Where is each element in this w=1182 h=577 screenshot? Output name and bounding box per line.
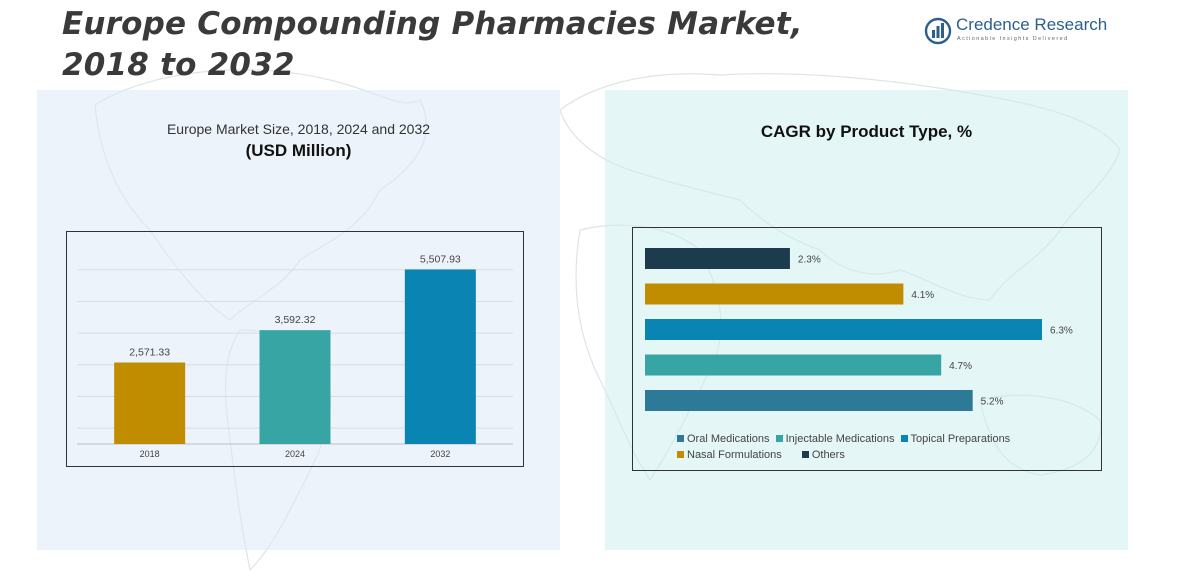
legend-row: Nasal Formulations Others — [677, 449, 1097, 465]
hbar-value-label: 4.7% — [949, 361, 972, 372]
bar-2024 — [259, 330, 331, 444]
cagr-subtitle: CAGR by Product Type, % — [760, 122, 973, 141]
legend-swatch — [775, 435, 783, 442]
legend-row: Oral Medications Injectable Medications … — [677, 433, 1097, 449]
credence-logo-icon — [924, 17, 952, 45]
brand-name: Credence Research — [956, 15, 1108, 34]
cagr-chart-frame: 2.3% 4.1% 6.3% 4.7% 5.2% Oral Medications In… — [632, 227, 1102, 471]
x-tick-label: 2024 — [285, 449, 305, 459]
hbar-value-label: 5.2% — [981, 397, 1004, 408]
hbar-topical-preparations — [645, 319, 1042, 340]
market-size-subtitle: Europe Market Size, 2018, 2024 and 2032 — [166, 121, 431, 137]
x-tick-label: 2032 — [430, 449, 450, 459]
cagr-horizontal-bar-chart: 2.3% 4.1% 6.3% 4.7% 5.2% — [645, 248, 1073, 411]
hbar-others — [645, 248, 790, 269]
legend-swatch — [677, 435, 684, 442]
hbar-oral-medications — [645, 390, 973, 411]
legend-item-others: Others — [801, 449, 845, 461]
legend-swatch — [801, 451, 809, 458]
hbar-value-label: 6.3% — [1050, 326, 1073, 337]
hbar-injectable-medications — [645, 354, 942, 376]
market-size-panel: Europe Market Size, 2018, 2024 and 2032 … — [37, 90, 560, 550]
bar-value-label: 2,571.33 — [129, 347, 170, 359]
legend-swatch — [900, 435, 908, 442]
brand-logo: Credence Research Actionable Insights De… — [924, 15, 1124, 46]
market-size-chart-frame: 2,571.33 2018 3,592.32 2024 5,507.93 2032 — [66, 231, 524, 467]
market-size-bar-chart: 2,571.33 2018 3,592.32 2024 5,507.93 2032 — [77, 253, 513, 459]
legend-item-oral: Oral Medications — [677, 433, 770, 445]
hbar-nasal-formulations — [645, 283, 904, 305]
legend-item-injectable: Injectable Medications — [775, 433, 894, 445]
main-title: Europe Compounding Pharmacies Market, 20… — [62, 6, 803, 83]
brand-tagline: Actionable Insights Delivered — [957, 36, 1069, 42]
bar-value-label: 3,592.32 — [275, 314, 316, 326]
market-size-unit: (USD Million) — [245, 141, 352, 160]
legend-item-nasal: Nasal Formulations — [677, 449, 782, 461]
hbar-value-label: 2.3% — [798, 255, 821, 266]
cagr-legend: Oral Medications Injectable Medications … — [677, 433, 1097, 465]
bar-2018 — [114, 362, 186, 444]
legend-swatch — [677, 451, 684, 458]
hbar-value-label: 4.1% — [911, 290, 934, 301]
x-tick-label: 2018 — [140, 449, 160, 459]
cagr-panel: CAGR by Product Type, % 2.3% 4.1% 6.3% 4.7%… — [605, 90, 1128, 550]
bar-value-label: 5,507.93 — [420, 253, 461, 265]
bar-2032 — [404, 269, 476, 444]
legend-item-topical: Topical Preparations — [900, 433, 1010, 445]
